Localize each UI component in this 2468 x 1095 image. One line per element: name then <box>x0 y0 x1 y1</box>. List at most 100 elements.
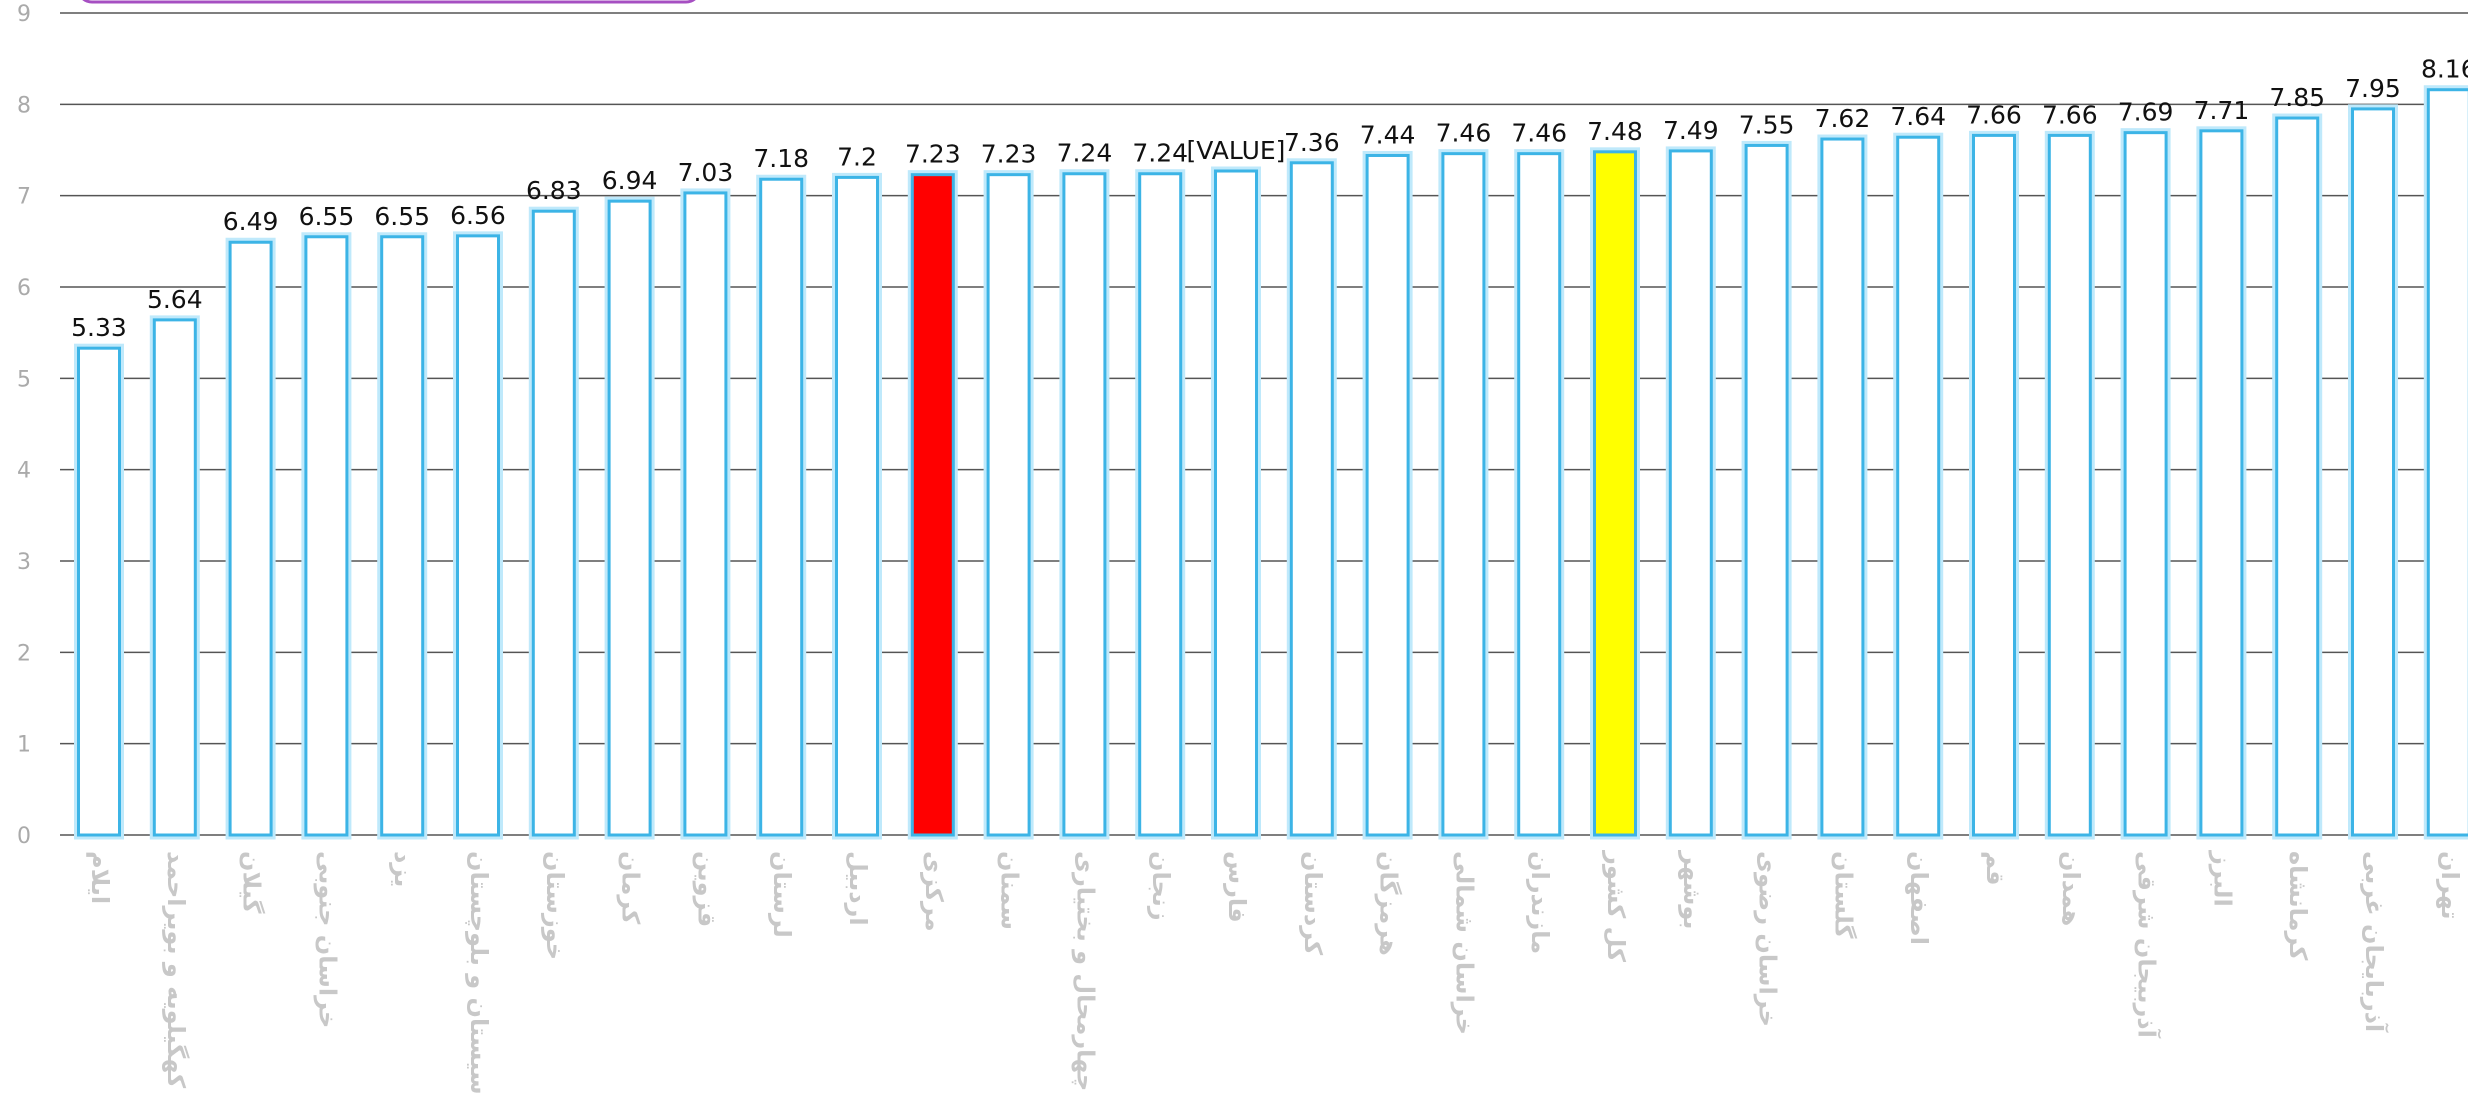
bar <box>2047 133 2092 837</box>
category-label: آذربایجان غربی <box>2360 851 2389 1033</box>
data-label: 7.46 <box>1511 119 1567 148</box>
data-label: [VALUE] <box>1187 136 1286 165</box>
y-tick-label: 2 <box>17 641 31 666</box>
category-label: کرمان <box>617 851 645 924</box>
data-label: 7.18 <box>753 144 809 173</box>
category-label: آذربیجان شرقی <box>2133 851 2162 1039</box>
data-label: 7.95 <box>2345 74 2401 103</box>
bar <box>1365 153 1410 837</box>
bar <box>835 175 879 837</box>
category-label: سیستان و بلوچستان <box>465 851 493 1095</box>
data-label: 7.66 <box>2042 100 2098 129</box>
y-tick-label: 3 <box>17 550 31 575</box>
data-label: 7.48 <box>1587 117 1643 146</box>
bar <box>759 177 804 837</box>
bar <box>2199 129 2244 837</box>
y-tick-label: 5 <box>17 367 31 392</box>
bar <box>1593 150 1637 837</box>
bar <box>607 199 652 837</box>
category-label: کردستان <box>1299 851 1327 955</box>
data-label: 5.33 <box>71 313 127 342</box>
bar <box>1214 169 1258 837</box>
bar <box>910 173 955 837</box>
bar <box>1517 152 1562 837</box>
data-label: 7.23 <box>981 140 1037 169</box>
category-label: اردبیل <box>844 851 872 926</box>
bar <box>1972 133 2016 837</box>
y-tick-label: 6 <box>17 276 31 301</box>
bar <box>1820 137 1865 837</box>
bar <box>1744 143 1789 837</box>
bar <box>228 240 273 837</box>
data-label: 6.55 <box>299 202 355 231</box>
category-label: چهارمحال و بختیاری <box>1071 851 1099 1091</box>
category-label: خراسان جنوبی <box>313 851 341 1028</box>
y-tick-label: 0 <box>17 824 31 849</box>
category-label: قم <box>1981 851 2009 886</box>
data-label: 7.03 <box>678 158 734 187</box>
bar <box>456 234 500 837</box>
category-label: مازندران <box>1526 851 1554 954</box>
data-label: 7.46 <box>1436 119 1492 148</box>
data-label: 7.55 <box>1739 110 1795 139</box>
category-label: ایلام <box>86 851 114 904</box>
data-label: 6.56 <box>450 201 506 230</box>
data-label: 7.44 <box>1360 120 1416 149</box>
y-tick-label: 7 <box>17 185 31 210</box>
data-label: 7.24 <box>1132 139 1188 168</box>
category-label: زنجان <box>1147 851 1175 921</box>
data-label: 7.64 <box>1890 102 1946 131</box>
y-axis-tick-labels: 0 1 2 3 4 5 6 7 8 9 <box>17 2 31 849</box>
category-label: یزد <box>389 851 417 887</box>
bar <box>380 235 425 837</box>
data-label: 7.2 <box>837 142 877 171</box>
y-tick-label: 4 <box>17 459 31 484</box>
data-label: 5.64 <box>147 285 203 314</box>
category-label: البرز <box>2208 850 2236 907</box>
data-label: 7.85 <box>2269 83 2325 112</box>
category-label: کل کشور <box>1602 850 1630 962</box>
category-label: گیلان <box>238 851 266 914</box>
x-axis-category-labels: ایلام کهگیلویه و بویراحمد گیلان خراسان جنوب… <box>86 850 2464 1095</box>
bar <box>1668 149 1713 837</box>
bar <box>304 235 349 837</box>
y-tick-label: 9 <box>17 2 31 27</box>
data-label: 7.66 <box>1966 100 2022 129</box>
bar <box>77 346 121 837</box>
bar <box>1062 172 1107 837</box>
data-label: 7.62 <box>1815 104 1871 133</box>
data-label: 7.69 <box>2118 98 2174 127</box>
y-tick-label: 8 <box>17 93 31 118</box>
category-label: فارس <box>1223 851 1251 923</box>
data-label: 6.94 <box>602 166 658 195</box>
bar <box>1896 135 1941 837</box>
category-label: لرستان <box>768 851 796 938</box>
category-label: سمنان <box>996 851 1024 930</box>
bars <box>74 85 2468 840</box>
category-label: کهگیلویه و بویراحمد <box>162 851 190 1088</box>
bar <box>1138 172 1183 837</box>
category-label: گلستان <box>1829 851 1857 939</box>
category-label: خراسان شمالی <box>1450 851 1478 1035</box>
data-label: 7.49 <box>1663 116 1719 145</box>
data-label: 7.71 <box>2194 96 2250 125</box>
bar <box>2426 88 2468 837</box>
category-label: هرمزگان <box>1375 851 1403 956</box>
bar <box>2275 116 2320 837</box>
data-label: 7.36 <box>1284 128 1340 157</box>
bar <box>531 209 576 837</box>
category-label: خراسان رضوی <box>1754 851 1782 1027</box>
data-label: 7.24 <box>1057 139 1113 168</box>
category-label: اصفهان <box>1905 851 1933 945</box>
data-label: 6.83 <box>526 176 582 205</box>
data-label: 7.23 <box>905 140 961 169</box>
data-label: 6.55 <box>374 202 430 231</box>
bar <box>2351 107 2395 837</box>
legend-frame <box>82 0 696 4</box>
category-label: تهران <box>2436 851 2464 920</box>
y-tick-label: 1 <box>17 733 31 758</box>
bar <box>152 318 197 837</box>
bar <box>2123 131 2168 837</box>
category-label: قزوین <box>692 851 720 927</box>
